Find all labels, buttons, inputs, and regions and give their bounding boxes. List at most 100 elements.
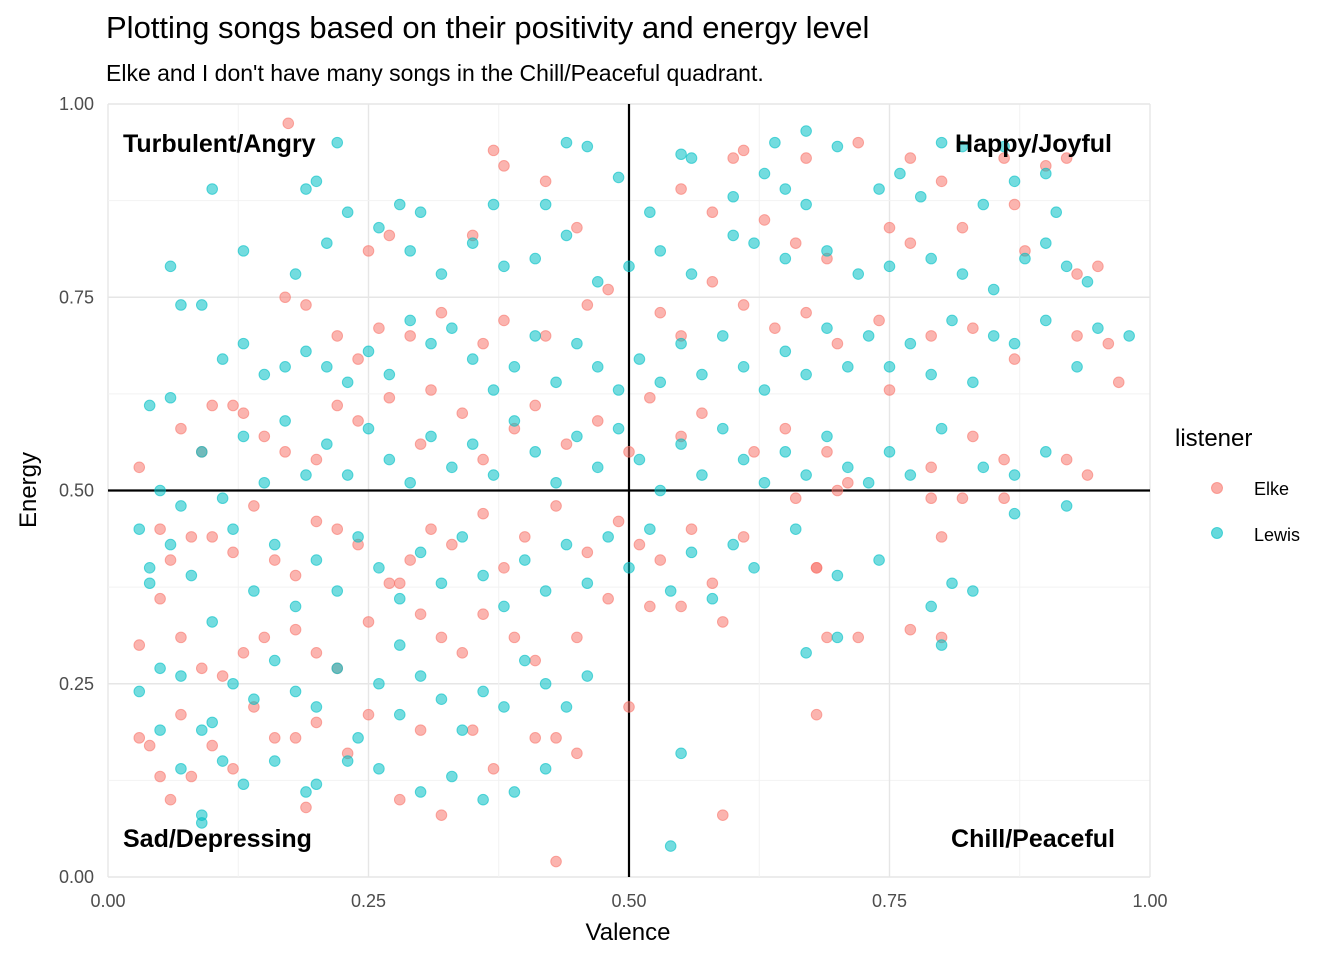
point-elke <box>498 314 510 327</box>
point-lewis <box>779 446 792 458</box>
y-tick-label: 0.25 <box>59 674 94 694</box>
point-lewis <box>154 484 166 497</box>
point-lewis <box>310 175 323 188</box>
point-elke <box>289 569 302 582</box>
point-lewis <box>393 592 406 605</box>
point-lewis <box>987 330 1000 342</box>
point-lewis <box>842 361 854 373</box>
point-elke <box>508 631 521 644</box>
point-elke <box>529 399 542 412</box>
point-lewis <box>310 554 323 566</box>
point-lewis <box>800 647 812 659</box>
point-lewis <box>800 469 812 481</box>
point-lewis <box>716 330 729 342</box>
point-lewis <box>946 314 958 327</box>
point-elke <box>758 214 771 226</box>
point-elke <box>477 608 489 620</box>
point-elke <box>623 701 635 713</box>
point-elke <box>425 523 437 535</box>
point-lewis <box>925 600 937 613</box>
point-elke <box>331 523 344 535</box>
point-elke <box>498 160 510 172</box>
point-lewis <box>758 167 771 180</box>
point-elke <box>362 708 375 721</box>
point-elke <box>831 484 844 497</box>
y-tick-label: 0.50 <box>59 481 94 501</box>
point-lewis <box>539 585 552 597</box>
point-lewis <box>821 322 833 334</box>
point-lewis <box>373 221 385 234</box>
point-elke <box>883 384 896 396</box>
point-lewis <box>508 786 521 798</box>
point-lewis <box>237 245 250 257</box>
point-elke <box>383 229 396 242</box>
point-elke <box>352 353 364 365</box>
point-lewis <box>237 337 250 350</box>
point-lewis <box>675 747 687 760</box>
point-elke <box>282 117 295 130</box>
point-elke <box>1060 152 1073 164</box>
point-elke <box>925 492 937 505</box>
point-elke <box>706 577 719 590</box>
point-lewis <box>1060 260 1073 273</box>
point-lewis <box>883 446 896 458</box>
point-lewis <box>258 368 271 381</box>
point-elke <box>227 546 239 559</box>
point-lewis <box>477 685 489 698</box>
point-lewis <box>977 461 990 474</box>
point-lewis <box>519 554 531 566</box>
point-lewis <box>591 275 604 288</box>
point-elke <box>133 732 146 744</box>
point-lewis <box>216 755 229 767</box>
point-lewis <box>289 685 302 698</box>
point-elke <box>623 446 635 458</box>
point-elke <box>425 384 437 396</box>
reference-lines <box>108 104 1150 877</box>
point-lewis <box>373 762 385 775</box>
point-lewis <box>550 376 562 389</box>
point-lewis <box>1092 322 1104 334</box>
point-lewis <box>748 562 760 574</box>
point-elke <box>331 399 344 412</box>
point-lewis <box>1008 337 1021 350</box>
y-tick-label: 0.75 <box>59 287 94 307</box>
legend: listener Elke Lewis <box>1175 425 1300 545</box>
point-lewis <box>779 345 792 358</box>
point-elke <box>539 330 552 342</box>
point-lewis <box>466 438 479 450</box>
point-lewis <box>904 469 917 481</box>
point-lewis <box>341 206 354 219</box>
point-elke <box>737 531 750 543</box>
point-elke <box>1008 198 1021 211</box>
point-lewis <box>727 229 740 242</box>
point-lewis <box>237 430 250 443</box>
point-lewis <box>248 585 260 597</box>
point-elke <box>883 221 896 234</box>
point-lewis <box>268 538 281 551</box>
point-lewis <box>644 523 656 535</box>
point-lewis <box>831 631 844 644</box>
point-elke <box>706 275 719 288</box>
point-lewis <box>1040 237 1052 249</box>
point-elke <box>904 237 917 249</box>
point-lewis <box>404 245 416 257</box>
point-elke <box>352 415 364 427</box>
point-elke <box>300 801 312 814</box>
point-lewis <box>1019 252 1031 265</box>
point-elke <box>935 531 948 543</box>
point-lewis <box>383 368 396 381</box>
point-lewis <box>873 554 885 566</box>
point-lewis <box>154 724 166 736</box>
point-elke <box>498 562 510 574</box>
point-elke <box>956 492 969 505</box>
point-lewis <box>935 422 948 435</box>
point-elke <box>644 600 656 613</box>
point-lewis <box>456 531 469 543</box>
point-elke <box>133 461 146 474</box>
point-lewis <box>414 206 427 219</box>
point-elke <box>571 221 583 234</box>
legend-key-elke <box>1211 482 1223 494</box>
point-lewis <box>414 670 427 682</box>
point-lewis <box>466 353 479 365</box>
point-lewis <box>310 778 323 791</box>
